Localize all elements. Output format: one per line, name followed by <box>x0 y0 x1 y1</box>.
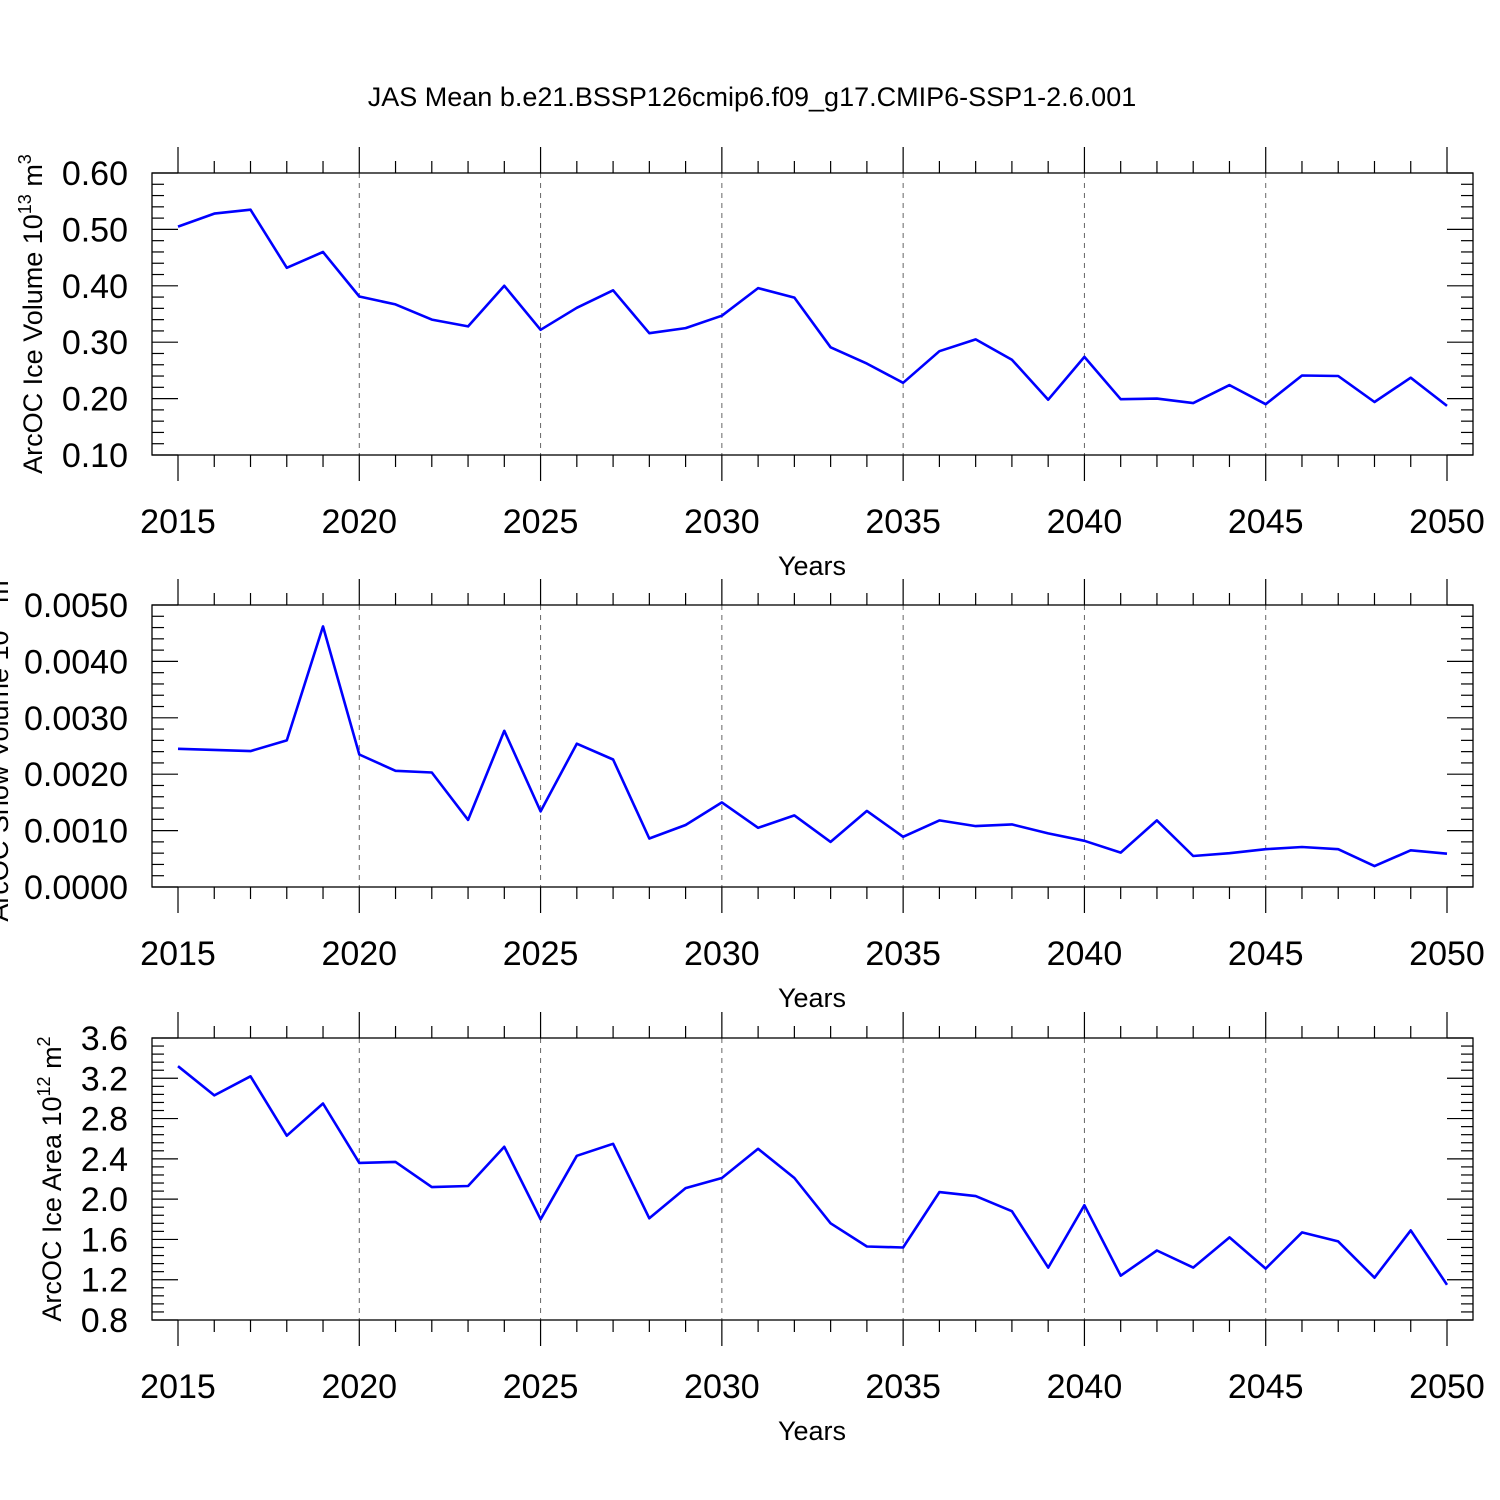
x-tick-label: 2015 <box>140 1368 216 1406</box>
y-tick-label: 0.40 <box>62 268 128 306</box>
x-tick-label: 2050 <box>1409 503 1485 541</box>
y-tick-label: 0.20 <box>62 381 128 419</box>
x-tick-label: 2045 <box>1228 1368 1304 1406</box>
panel-2: 2015 2020 2025 2030 2035 2040 2045 2050 Years 0.0… <box>0 570 1485 1013</box>
x-axis-label: Years <box>778 983 846 1013</box>
y-axis-label: ArcOC Ice Volume 1013 m3 <box>15 154 48 474</box>
x-tick-label: 2030 <box>684 1368 760 1406</box>
y-tick-label: 0.0030 <box>24 700 128 738</box>
x-tick-label: 2020 <box>321 1368 397 1406</box>
x-tick-label: 2045 <box>1228 935 1304 973</box>
y-tick-label: 0.0050 <box>24 587 128 625</box>
y-tick-label: 0.10 <box>62 437 128 475</box>
y-tick-label: 2.0 <box>81 1181 128 1219</box>
x-tick-label: 2050 <box>1409 935 1485 973</box>
y-tick-label: 3.6 <box>81 1020 128 1058</box>
x-tick-label: 2025 <box>503 503 579 541</box>
x-tick-label: 2020 <box>321 935 397 973</box>
series-line <box>177 1065 1449 1286</box>
y-tick-label: 1.2 <box>81 1262 128 1300</box>
y-tick-label: 0.30 <box>62 324 128 362</box>
x-tick-label: 2025 <box>503 1368 579 1406</box>
x-axis-label: Years <box>778 1416 846 1446</box>
x-axis-label: Years <box>778 551 846 581</box>
y-tick-label: 2.8 <box>81 1101 128 1139</box>
x-tick-label: 2040 <box>1047 1368 1123 1406</box>
y-tick-label: 0.50 <box>62 211 128 249</box>
plot-frame <box>151 1037 1474 1321</box>
x-tick-label: 2015 <box>140 935 216 973</box>
y-axis-label: ArcOC Ice Area 1012 m2 <box>34 1036 67 1321</box>
x-tick-label: 2030 <box>684 935 760 973</box>
x-tick-label: 2035 <box>865 935 941 973</box>
y-tick-label: 0.60 <box>62 155 128 193</box>
chart-panels: 2015 2020 2025 2030 2035 2040 2045 2050 Years 0.1… <box>0 147 1485 1446</box>
y-tick-label: 0.0000 <box>24 869 128 907</box>
chart-title: JAS Mean b.e21.BSSP126cmip6.f09_g17.CMIP… <box>368 82 1136 112</box>
panel-3: 2015 2020 2025 2030 2035 2040 2045 2050 Years 0.8… <box>34 1012 1485 1446</box>
y-tick-label: 2.4 <box>81 1141 128 1179</box>
plot-frame <box>151 604 1474 888</box>
y-tick-label: 0.0040 <box>24 643 128 681</box>
x-tick-label: 2020 <box>321 503 397 541</box>
series-line <box>177 625 1448 868</box>
x-tick-label: 2050 <box>1409 1368 1485 1406</box>
y-tick-label: 1.6 <box>81 1221 128 1259</box>
x-tick-label: 2040 <box>1047 503 1123 541</box>
x-tick-label: 2035 <box>865 503 941 541</box>
plot-frame <box>151 172 1474 456</box>
y-tick-label: 0.0020 <box>24 756 128 794</box>
panel-1: 2015 2020 2025 2030 2035 2040 2045 2050 Years 0.1… <box>15 147 1485 581</box>
y-axis-label: ArcOC Snow Volume 1013 m3 <box>0 570 14 921</box>
x-tick-label: 2025 <box>503 935 579 973</box>
y-tick-label: 0.0010 <box>24 813 128 851</box>
y-tick-label: 0.8 <box>81 1302 128 1340</box>
x-tick-label: 2045 <box>1228 503 1304 541</box>
y-tick-label: 3.2 <box>81 1060 128 1098</box>
x-tick-label: 2040 <box>1047 935 1123 973</box>
x-tick-label: 2035 <box>865 1368 941 1406</box>
x-tick-label: 2015 <box>140 503 216 541</box>
x-tick-label: 2030 <box>684 503 760 541</box>
series-line <box>177 208 1448 407</box>
